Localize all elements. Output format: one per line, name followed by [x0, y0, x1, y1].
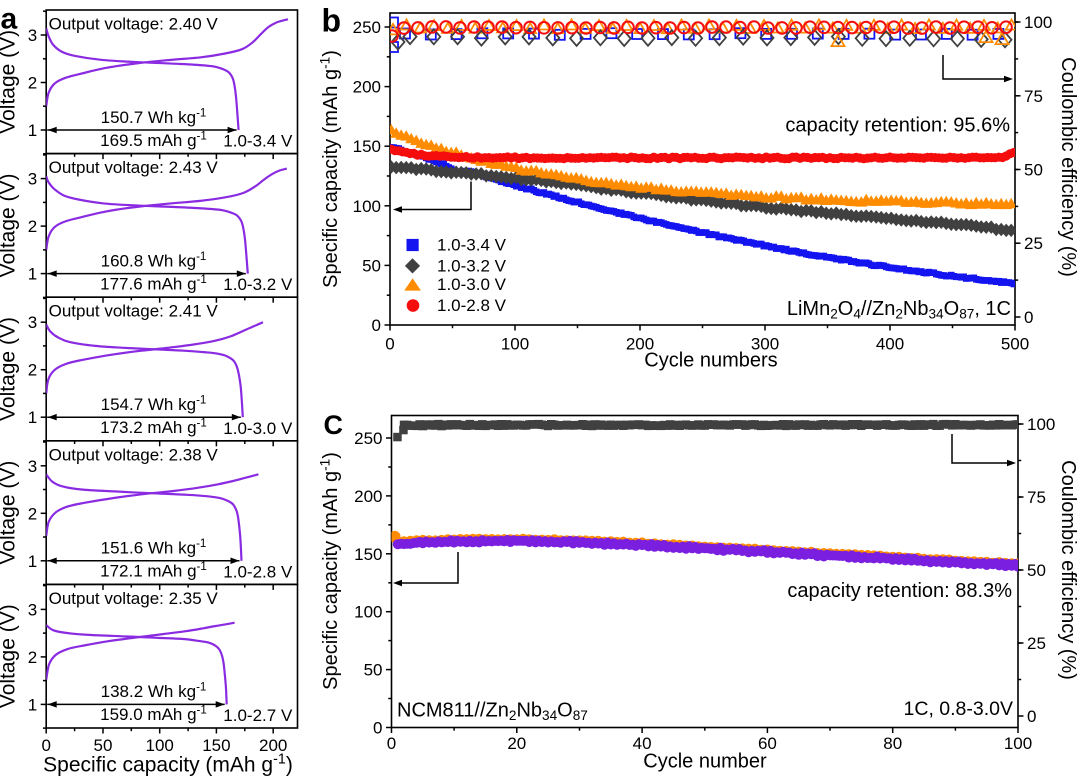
svg-text:25: 25	[1027, 634, 1046, 653]
svg-text:1.0-3.0 V: 1.0-3.0 V	[437, 275, 507, 294]
svg-text:1: 1	[28, 695, 37, 714]
svg-text:Coulombic efficiency (%): Coulombic efficiency (%)	[1057, 460, 1079, 680]
svg-text:300: 300	[751, 335, 779, 354]
svg-text:25: 25	[1024, 234, 1043, 253]
svg-text:1.0-2.8 V: 1.0-2.8 V	[437, 296, 507, 315]
svg-text:Output voltage: 2.35 V: Output voltage: 2.35 V	[49, 589, 219, 608]
svg-text:Specific capacity (mAh g-1): Specific capacity (mAh g-1)	[43, 752, 293, 777]
svg-text:C: C	[324, 410, 344, 440]
svg-text:Output voltage: 2.43 V: Output voltage: 2.43 V	[49, 158, 219, 177]
svg-text:3: 3	[28, 170, 37, 189]
svg-text:50: 50	[1024, 161, 1043, 180]
svg-text:2: 2	[28, 74, 37, 93]
svg-text:160.8 Wh kg-1: 160.8 Wh kg-1	[101, 250, 207, 271]
svg-text:NCM811//Zn2Nb34O87: NCM811//Zn2Nb34O87	[397, 700, 588, 723]
svg-text:1.0-3.4 V: 1.0-3.4 V	[223, 132, 293, 151]
svg-text:138.2 Wh kg-1: 138.2 Wh kg-1	[101, 681, 207, 702]
svg-text:177.6 mAh g-1: 177.6 mAh g-1	[100, 273, 207, 294]
svg-text:150: 150	[202, 736, 230, 755]
svg-text:100: 100	[354, 603, 382, 622]
svg-text:Voltage (V): Voltage (V)	[0, 461, 20, 565]
svg-text:1.0-3.2 V: 1.0-3.2 V	[223, 275, 293, 294]
svg-text:0: 0	[373, 719, 382, 738]
svg-text:Voltage (V): Voltage (V)	[0, 30, 20, 134]
svg-text:0: 0	[1024, 308, 1033, 327]
svg-text:50: 50	[1027, 561, 1046, 580]
svg-text:0: 0	[41, 736, 50, 755]
svg-text:Specific capacity (mAh g-1): Specific capacity (mAh g-1)	[317, 452, 342, 690]
svg-text:80: 80	[883, 734, 902, 753]
svg-text:100: 100	[1024, 13, 1052, 32]
svg-text:75: 75	[1027, 488, 1046, 507]
svg-text:1: 1	[28, 552, 37, 571]
svg-text:150.7 Wh kg-1: 150.7 Wh kg-1	[101, 106, 207, 127]
svg-text:3: 3	[28, 26, 37, 45]
svg-text:100: 100	[146, 736, 174, 755]
svg-text:50: 50	[364, 661, 383, 680]
svg-text:200: 200	[354, 487, 382, 506]
svg-text:capacity retention: 95.6%: capacity retention: 95.6%	[785, 115, 1010, 137]
svg-text:Output voltage: 2.40 V: Output voltage: 2.40 V	[49, 15, 219, 34]
svg-text:100: 100	[1027, 415, 1055, 434]
svg-text:a: a	[1, 2, 18, 35]
svg-text:100: 100	[1004, 734, 1032, 753]
svg-text:capacity retention: 88.3%: capacity retention: 88.3%	[787, 580, 1012, 602]
svg-text:1.0-2.7 V: 1.0-2.7 V	[223, 706, 293, 725]
svg-text:154.7 Wh kg-1: 154.7 Wh kg-1	[101, 394, 207, 415]
svg-text:100: 100	[501, 335, 529, 354]
svg-text:1C, 0.8-3.0V: 1C, 0.8-3.0V	[904, 698, 1013, 720]
svg-text:200: 200	[259, 736, 287, 755]
svg-text:50: 50	[94, 736, 113, 755]
svg-text:3: 3	[28, 457, 37, 476]
svg-text:2: 2	[28, 648, 37, 667]
svg-text:1: 1	[28, 265, 37, 284]
svg-text:150: 150	[353, 137, 381, 156]
svg-text:50: 50	[362, 256, 381, 275]
svg-text:3: 3	[28, 313, 37, 332]
svg-text:Voltage (V): Voltage (V)	[0, 604, 20, 708]
svg-text:Output voltage: 2.38 V: Output voltage: 2.38 V	[49, 445, 219, 464]
svg-text:40: 40	[633, 734, 652, 753]
svg-text:1.0-2.8 V: 1.0-2.8 V	[223, 562, 293, 581]
svg-text:1.0-3.0 V: 1.0-3.0 V	[223, 419, 293, 438]
svg-text:1: 1	[28, 408, 37, 427]
svg-text:0: 0	[372, 316, 381, 335]
svg-text:2: 2	[28, 217, 37, 236]
svg-text:400: 400	[876, 335, 904, 354]
svg-text:Cycle number: Cycle number	[643, 751, 767, 773]
svg-text:0: 0	[1027, 707, 1036, 726]
svg-text:60: 60	[758, 734, 777, 753]
svg-text:250: 250	[353, 18, 381, 37]
svg-text:100: 100	[353, 197, 381, 216]
svg-text:b: b	[322, 2, 342, 38]
svg-text:Output voltage: 2.41 V: Output voltage: 2.41 V	[49, 302, 219, 321]
svg-text:200: 200	[626, 335, 654, 354]
svg-text:159.0 mAh g-1: 159.0 mAh g-1	[100, 704, 207, 725]
svg-text:173.2 mAh g-1: 173.2 mAh g-1	[100, 417, 207, 438]
svg-text:20: 20	[507, 734, 526, 753]
svg-text:1.0-3.2 V: 1.0-3.2 V	[437, 257, 507, 276]
svg-text:0: 0	[387, 734, 396, 753]
svg-text:Voltage (V): Voltage (V)	[0, 317, 20, 421]
svg-text:1: 1	[28, 121, 37, 140]
svg-text:2: 2	[28, 361, 37, 380]
svg-text:172.1 mAh g-1: 172.1 mAh g-1	[100, 560, 207, 581]
svg-text:Voltage (V): Voltage (V)	[0, 173, 20, 277]
svg-text:Cycle numbers: Cycle numbers	[644, 350, 777, 372]
svg-text:3: 3	[28, 600, 37, 619]
svg-text:75: 75	[1024, 87, 1043, 106]
svg-text:250: 250	[354, 429, 382, 448]
svg-text:2: 2	[28, 504, 37, 523]
svg-text:151.6 Wh kg-1: 151.6 Wh kg-1	[101, 537, 207, 558]
svg-text:150: 150	[354, 545, 382, 564]
svg-text:1.0-3.4 V: 1.0-3.4 V	[437, 236, 507, 255]
svg-text:0: 0	[385, 335, 394, 354]
svg-text:200: 200	[353, 78, 381, 97]
svg-text:500: 500	[1001, 335, 1029, 354]
svg-text:Specific capacity (mAh g-1): Specific capacity (mAh g-1)	[317, 50, 342, 288]
svg-text:169.5 mAh g-1: 169.5 mAh g-1	[100, 129, 207, 150]
svg-text:Coulombic efficiency (%): Coulombic efficiency (%)	[1057, 57, 1079, 277]
svg-text:LiMn2O4//Zn2Nb34O87, 1C: LiMn2O4//Zn2Nb34O87, 1C	[787, 298, 1011, 321]
